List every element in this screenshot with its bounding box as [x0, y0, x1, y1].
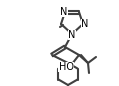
Text: N: N — [60, 7, 68, 17]
Text: N: N — [68, 30, 76, 40]
Text: HO: HO — [59, 62, 74, 72]
Text: N: N — [81, 19, 89, 29]
